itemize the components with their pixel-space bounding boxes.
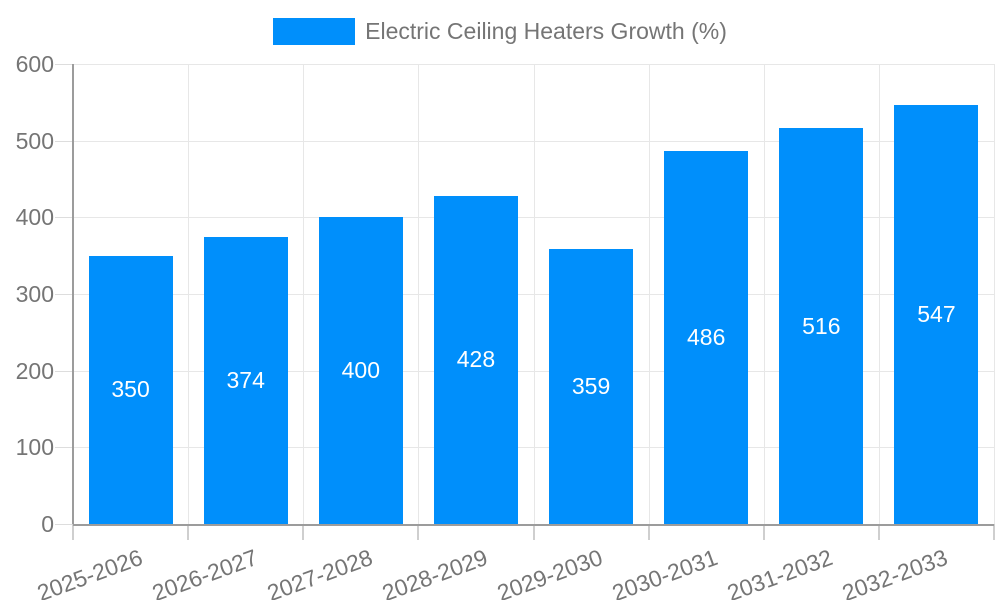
x-tick-label: 2031-2032: [723, 544, 837, 600]
bar-value-label: 400: [341, 357, 380, 384]
x-tick-label: 2025-2026: [33, 544, 146, 600]
y-tick: [55, 524, 73, 525]
bar: 350: [88, 255, 173, 524]
bar-value-label: 359: [571, 372, 611, 399]
x-tick-label: 2029-2030: [493, 544, 606, 600]
y-tick: [55, 294, 73, 295]
x-tick-label: 2032-2033: [839, 544, 952, 600]
x-tick: [302, 524, 305, 540]
x-gridline: [188, 64, 190, 524]
bar: 400: [318, 217, 403, 524]
legend-label: Electric Ceiling Heaters Growth (%): [365, 18, 727, 44]
x-gridline: [994, 64, 995, 524]
bar-value-label: 428: [456, 346, 496, 373]
bar-value-label: 486: [687, 324, 726, 351]
bar: 428: [433, 195, 518, 524]
bar: 359: [549, 248, 634, 524]
bar: 486: [664, 151, 749, 524]
x-tick: [762, 524, 765, 540]
x-tick-label: 2026-2027: [148, 544, 261, 600]
x-gridline: [878, 64, 880, 524]
y-tick-label: 200: [15, 357, 54, 384]
x-gridline: [418, 64, 420, 524]
x-tick: [72, 524, 74, 540]
y-tick-label: 600: [15, 51, 54, 77]
x-gridline: [648, 64, 650, 524]
x-tick: [993, 524, 995, 540]
bar-value-label: 516: [802, 312, 841, 339]
x-gridline: [303, 64, 305, 524]
bar: 374: [203, 237, 288, 524]
y-tick: [55, 447, 73, 449]
y-tick: [55, 370, 73, 372]
bar-value-label: 374: [226, 367, 265, 394]
x-tick: [647, 524, 650, 540]
x-tick: [532, 524, 535, 540]
legend-item[interactable]: Electric Ceiling Heaters Growth (%): [273, 18, 727, 45]
y-tick-label: 0: [41, 511, 54, 537]
x-tick-label: 2028-2029: [378, 544, 491, 600]
legend: Electric Ceiling Heaters Growth (%): [0, 18, 1000, 45]
y-tick-label: 400: [15, 204, 54, 231]
bar: 547: [894, 104, 979, 524]
y-tick-label: 300: [15, 281, 54, 307]
y-axis-line: [72, 64, 74, 524]
y-tick: [55, 140, 73, 142]
bar-value-label: 547: [917, 300, 956, 327]
legend-swatch-icon: [273, 18, 356, 45]
bar-value-label: 350: [111, 376, 150, 403]
bar: 516: [779, 128, 864, 524]
x-gridline: [533, 64, 535, 524]
y-tick-label: 100: [15, 434, 54, 461]
x-tick: [187, 524, 190, 540]
y-tick-label: 500: [15, 127, 54, 154]
x-tick: [417, 524, 420, 540]
x-axis-line: [73, 524, 994, 526]
x-tick-label: 2030-2031: [608, 544, 722, 600]
x-tick-label: 2027-2028: [263, 544, 376, 600]
x-tick: [877, 524, 880, 540]
y-tick: [55, 64, 73, 65]
x-gridline: [763, 64, 765, 524]
y-tick: [55, 217, 73, 219]
